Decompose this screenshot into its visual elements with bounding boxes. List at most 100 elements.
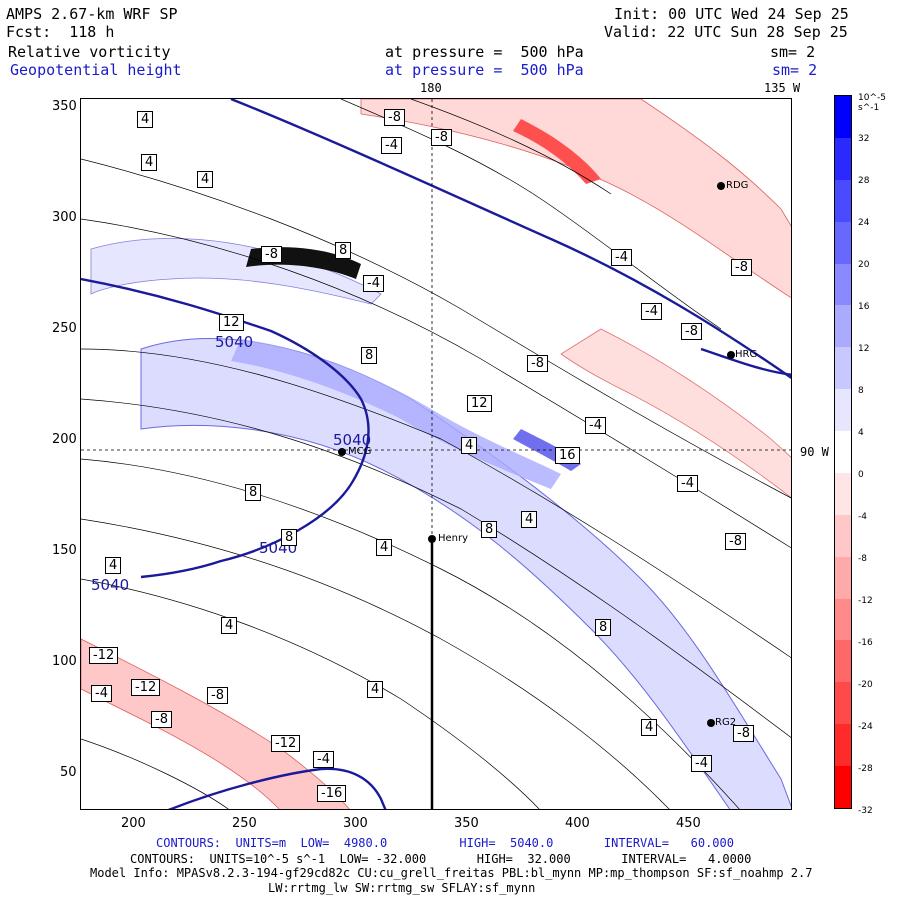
vorticity-label: 8 xyxy=(595,619,612,636)
footer-height-contours: CONTOURS: UNITS=m LOW= 4980.0 HIGH= 5040… xyxy=(156,836,734,850)
footer-model-info: Model Info: MPASv8.2.3-194-gf29cd82c CU:… xyxy=(90,866,813,880)
vorticity-label: -8 xyxy=(207,687,228,704)
meridian-180-label: 180 xyxy=(420,81,442,95)
colorbar-segment xyxy=(835,556,851,600)
vorticity-label: -4 xyxy=(641,303,662,320)
pressure-level-2: at pressure = 500 hPa xyxy=(385,61,584,79)
vorticity-label: -8 xyxy=(384,109,405,126)
colorbar-tick-label: 32 xyxy=(858,134,870,144)
vorticity-label: 4 xyxy=(197,171,214,188)
colorbar-tick-label: -4 xyxy=(858,512,867,522)
vorticity-label: -4 xyxy=(313,751,334,768)
colorbar-segment xyxy=(835,640,851,683)
vorticity-label: -4 xyxy=(611,249,632,266)
colorbar-segment xyxy=(835,766,851,809)
y-tick: 100 xyxy=(52,654,77,669)
y-tick: 350 xyxy=(52,99,77,114)
x-tick: 450 xyxy=(676,816,701,831)
colorbar-segment xyxy=(835,598,851,641)
vorticity-label: -8 xyxy=(151,711,172,728)
valid-time: Valid: 22 UTC Sun 28 Sep 25 xyxy=(604,23,848,41)
colorbar-tick-label: 0 xyxy=(858,470,864,480)
colorbar-tick-label: -8 xyxy=(858,554,867,564)
vorticity-label: -12 xyxy=(271,735,301,752)
vorticity-label: -8 xyxy=(527,355,548,372)
y-tick: 150 xyxy=(52,543,77,558)
vorticity-band-red-right xyxy=(560,328,791,498)
vorticity-label: 8 xyxy=(481,521,498,538)
vorticity-label: 12 xyxy=(219,314,244,331)
vorticity-label: -8 xyxy=(261,246,282,263)
field-vorticity: Relative vorticity xyxy=(8,43,171,61)
vorticity-label: 8 xyxy=(245,484,262,501)
colorbar-segment xyxy=(835,472,851,516)
vorticity-core-red xyxy=(513,119,601,184)
vorticity-label: -8 xyxy=(733,725,754,742)
meridian-135w-label: 135 W xyxy=(764,81,801,95)
height-label: 5040 xyxy=(333,431,372,449)
vorticity-label: 4 xyxy=(376,539,393,556)
colorbar-segment xyxy=(835,682,851,725)
x-tick: 200 xyxy=(121,816,146,831)
y-tick: 200 xyxy=(52,432,77,447)
station-rdg: RDG xyxy=(726,180,749,191)
vorticity-label: -8 xyxy=(431,129,452,146)
footer-vorticity-contours: CONTOURS: UNITS=10^-5 s^-1 LOW= -32.000 … xyxy=(130,852,752,866)
colorbar-tick-label: -12 xyxy=(858,596,873,606)
colorbar-tick-label: -20 xyxy=(858,680,873,690)
colorbar-tick-label: -32 xyxy=(858,806,873,816)
vorticity-band-red-upper xyxy=(360,99,791,299)
map-canvas xyxy=(81,99,791,809)
vorticity-label: -4 xyxy=(691,755,712,772)
vorticity-label: -4 xyxy=(91,685,112,702)
colorbar-segment xyxy=(835,724,851,767)
smoothing-1: sm= 2 xyxy=(770,43,816,61)
colorbar-tick-label: 24 xyxy=(858,218,870,228)
vorticity-label: -8 xyxy=(725,533,746,550)
map-grid xyxy=(81,99,791,809)
height-label: 5040 xyxy=(215,333,254,351)
colorbar-tick-label: 4 xyxy=(858,428,864,438)
vorticity-label: -8 xyxy=(731,259,752,276)
vorticity-label: 8 xyxy=(281,529,298,546)
vorticity-label: 16 xyxy=(555,447,580,464)
x-tick: 300 xyxy=(343,816,368,831)
vorticity-label: 4 xyxy=(367,681,384,698)
x-tick: 400 xyxy=(565,816,590,831)
vorticity-band-blue-upper xyxy=(90,237,382,305)
vorticity-label: 4 xyxy=(221,617,238,634)
smoothing-2: sm= 2 xyxy=(772,61,818,79)
colorbar-segment xyxy=(835,96,851,139)
height-label: 5040 xyxy=(91,576,130,594)
vorticity-label: -16 xyxy=(317,785,347,802)
pressure-level-1: at pressure = 500 hPa xyxy=(385,43,584,61)
forecast-hour: Fcst: 118 h xyxy=(6,23,115,41)
vorticity-label: 4 xyxy=(137,111,154,128)
station-rg2: RG2 xyxy=(715,717,737,728)
y-tick: 250 xyxy=(52,321,77,336)
x-tick: 250 xyxy=(232,816,257,831)
vorticity-label: -4 xyxy=(363,275,384,292)
vorticity-band-blue-inner xyxy=(231,339,561,489)
colorbar-unit: 10^-5 s^-1 xyxy=(858,93,886,113)
vorticity-band-red-lower xyxy=(81,638,350,809)
vorticity-label: -8 xyxy=(681,323,702,340)
init-time: Init: 00 UTC Wed 24 Sep 25 xyxy=(614,5,849,23)
colorbar-segment xyxy=(835,389,851,432)
colorbar-tick-label: 16 xyxy=(858,302,870,312)
colorbar-segment xyxy=(835,179,851,223)
vorticity-label: 4 xyxy=(521,511,538,528)
vorticity-label: 4 xyxy=(141,154,158,171)
station-mcg: MCG xyxy=(348,446,372,457)
vorticity-label: -12 xyxy=(131,679,161,696)
model-title: AMPS 2.67-km WRF SP xyxy=(6,5,178,23)
colorbar-segment xyxy=(835,347,851,390)
vorticity-label: 4 xyxy=(641,719,658,736)
vorticity-label: 12 xyxy=(467,395,492,412)
colorbar-tick-label: -24 xyxy=(858,722,873,732)
meridian-90w-label: 90 W xyxy=(800,445,829,459)
colorbar-segment xyxy=(835,514,851,558)
colorbar xyxy=(834,95,852,809)
colorbar-tick-label: 12 xyxy=(858,344,870,354)
colorbar-tick-label: -28 xyxy=(858,764,873,774)
